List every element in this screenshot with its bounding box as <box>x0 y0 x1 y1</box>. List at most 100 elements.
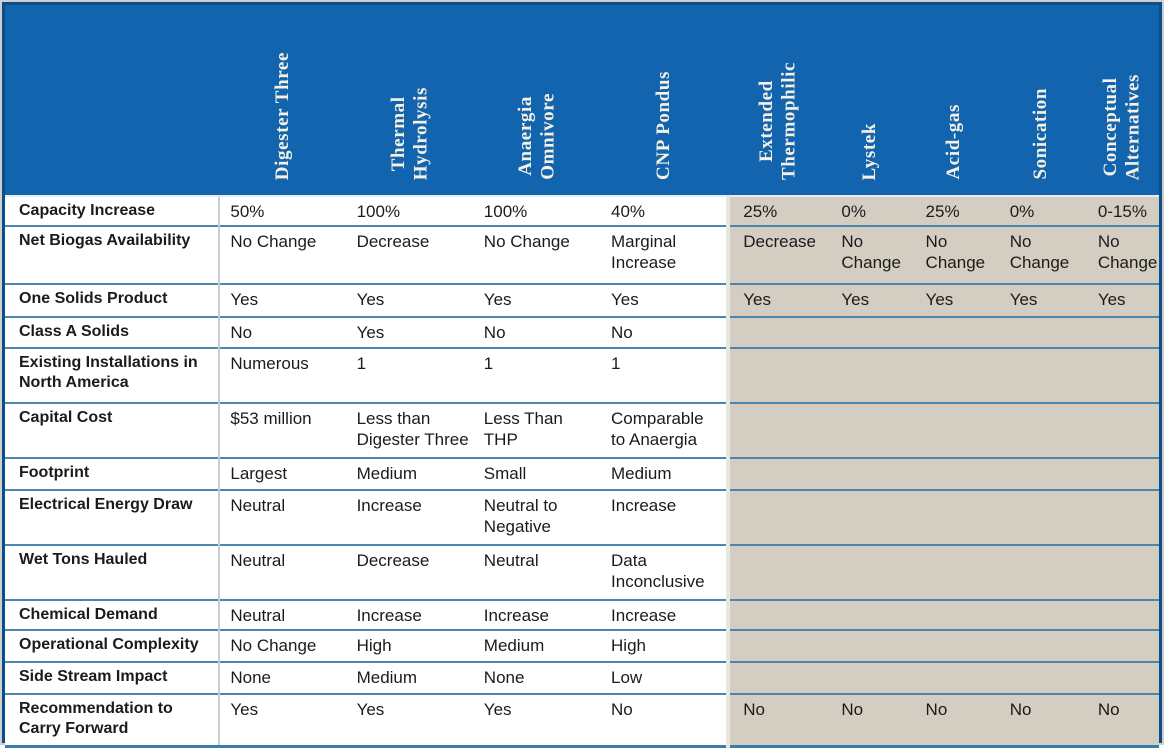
table-cell: No Change <box>1084 225 1159 284</box>
table-cell: Increase <box>346 489 474 545</box>
table-cell: No <box>1084 693 1159 748</box>
table-row: Side Stream Impact None Medium None Low <box>5 661 1159 694</box>
table-cell: Decrease <box>346 544 474 600</box>
table-cell: Medium <box>346 457 474 490</box>
table-cell: Comparable to Anaergia <box>601 402 729 458</box>
table-cell: No <box>996 693 1085 748</box>
table-row: Capital Cost $53 million Less than Diges… <box>5 402 1159 458</box>
table-cell <box>1084 457 1159 490</box>
table-cell: 50% <box>218 195 347 226</box>
table-row: Capacity Increase 50% 100% 100% 40% 25% … <box>5 195 1159 226</box>
table-row: Class A Solids No Yes No No <box>5 316 1159 348</box>
table-cell: No <box>473 316 602 348</box>
column-header-digester-three: Digester Three <box>219 5 347 196</box>
column-header-label: CNP Pondus <box>653 71 675 180</box>
table-cell <box>912 544 997 600</box>
table-cell: No Change <box>912 225 997 284</box>
table-cell: $53 million <box>218 402 347 458</box>
table-cell: Yes <box>601 283 729 317</box>
table-cell <box>1084 599 1159 630</box>
table-cell <box>828 347 913 403</box>
table-cell <box>996 347 1085 403</box>
table-cell <box>1084 347 1159 403</box>
table-row: Existing Installations in North America … <box>5 347 1159 403</box>
table-cell: Medium <box>601 457 729 490</box>
table-cell: None <box>218 661 347 694</box>
table-row: One Solids Product Yes Yes Yes Yes Yes Y… <box>5 283 1159 317</box>
column-header-label: Extended Thermophilic <box>755 61 800 180</box>
row-label-chemical-demand: Chemical Demand <box>5 599 220 630</box>
row-label-wet-tons-hauled: Wet Tons Hauled <box>5 544 220 600</box>
table-cell <box>828 316 913 348</box>
column-header-thermal-hydrolysis: Thermal Hydrolysis <box>346 5 474 196</box>
table-cell <box>726 457 829 490</box>
table-cell <box>726 402 829 458</box>
table-cell <box>996 489 1085 545</box>
column-header-label: Sonication <box>1029 88 1051 180</box>
table-cell <box>726 661 829 694</box>
table-cell <box>912 402 997 458</box>
table-cell: None <box>473 661 602 694</box>
table-cell: Small <box>473 457 602 490</box>
table-cell: Data Inconclusive <box>601 544 729 600</box>
table-cell: Increase <box>601 489 729 545</box>
table-cell: Increase <box>601 599 729 630</box>
table-cell: 1 <box>601 347 729 403</box>
table-cell: Yes <box>1084 283 1159 317</box>
row-label-electrical-energy-draw: Electrical Energy Draw <box>5 489 220 545</box>
table-cell: No <box>601 316 729 348</box>
table-cell: Numerous <box>218 347 347 403</box>
table-cell: High <box>346 629 474 662</box>
table-cell: 1 <box>346 347 474 403</box>
table-cell <box>828 544 913 600</box>
table-cell: Yes <box>996 283 1085 317</box>
table-cell: Less than Digester Three <box>346 402 474 458</box>
table-cell: Neutral <box>218 489 347 545</box>
table-cell: Yes <box>828 283 913 317</box>
table-cell <box>726 599 829 630</box>
table-cell: 1 <box>473 347 602 403</box>
table-cell: Yes <box>473 283 602 317</box>
table-cell: Yes <box>726 283 829 317</box>
table-cell: Neutral <box>218 544 347 600</box>
row-label-operational-complexity: Operational Complexity <box>5 629 220 662</box>
table-cell: Yes <box>912 283 997 317</box>
table-cell: Low <box>601 661 729 694</box>
table-cell: 0% <box>996 195 1085 226</box>
table-cell: Less Than THP <box>473 402 602 458</box>
column-header-lystek: Lystek <box>828 5 913 196</box>
table-cell <box>1084 489 1159 545</box>
table-cell <box>912 629 997 662</box>
table-cell: Medium <box>346 661 474 694</box>
column-header-sonication: Sonication <box>996 5 1085 196</box>
row-label-net-biogas-availability: Net Biogas Availability <box>5 225 220 284</box>
table-cell <box>912 316 997 348</box>
column-header-label: Conceptual Alternatives <box>1099 73 1143 180</box>
table-cell <box>726 489 829 545</box>
table-cell <box>1084 629 1159 662</box>
table-cell: High <box>601 629 729 662</box>
alternatives-comparison-table: Digester Three Thermal Hydrolysis Anaerg… <box>5 5 1159 748</box>
table-cell <box>996 316 1085 348</box>
table-cell <box>1084 402 1159 458</box>
table-cell: No Change <box>828 225 913 284</box>
table-cell: Decrease <box>346 225 474 284</box>
table-cell: Neutral <box>473 544 602 600</box>
table-cell: No <box>828 693 913 748</box>
table-cell: Yes <box>346 316 474 348</box>
column-header-label: Thermal Hydrolysis <box>387 86 432 180</box>
column-header-anaergia-omnivore: Anaergia Omnivore <box>473 5 602 196</box>
column-header-cnp-pondus: CNP Pondus <box>601 5 729 196</box>
table-header: Digester Three Thermal Hydrolysis Anaerg… <box>5 5 1159 196</box>
table-cell: 100% <box>473 195 602 226</box>
table-row: Recommendation to Carry Forward Yes Yes … <box>5 693 1159 748</box>
table-cell: No Change <box>218 629 347 662</box>
table-cell: No Change <box>473 225 602 284</box>
table-cell: No Change <box>218 225 347 284</box>
table-row: Wet Tons Hauled Neutral Decrease Neutral… <box>5 544 1159 600</box>
table-cell <box>912 347 997 403</box>
table-cell: Largest <box>218 457 347 490</box>
table-cell: No <box>726 693 829 748</box>
